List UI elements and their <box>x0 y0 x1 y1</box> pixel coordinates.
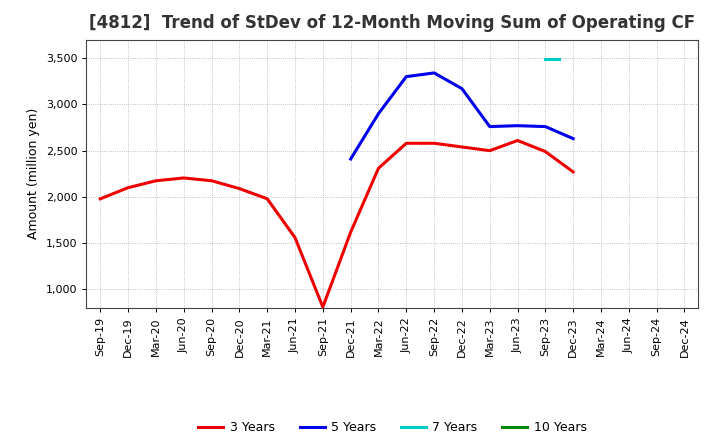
3 Years <box>569 169 577 175</box>
3 Years <box>152 178 161 183</box>
3 Years <box>346 230 355 235</box>
5 Years <box>513 123 522 128</box>
Title: [4812]  Trend of StDev of 12-Month Moving Sum of Operating CF: [4812] Trend of StDev of 12-Month Moving… <box>89 15 696 33</box>
3 Years <box>541 149 550 154</box>
3 Years <box>402 141 410 146</box>
3 Years <box>513 138 522 143</box>
3 Years <box>124 185 132 191</box>
3 Years <box>458 144 467 150</box>
7 Years <box>555 56 564 62</box>
3 Years <box>235 186 243 191</box>
3 Years <box>318 304 327 310</box>
3 Years <box>179 175 188 180</box>
Line: 5 Years: 5 Years <box>351 73 573 159</box>
5 Years <box>541 124 550 129</box>
3 Years <box>430 141 438 146</box>
5 Years <box>485 124 494 129</box>
5 Years <box>402 74 410 79</box>
3 Years <box>291 235 300 240</box>
7 Years <box>541 56 550 62</box>
5 Years <box>458 86 467 91</box>
Line: 3 Years: 3 Years <box>100 140 573 307</box>
3 Years <box>263 196 271 202</box>
Legend: 3 Years, 5 Years, 7 Years, 10 Years: 3 Years, 5 Years, 7 Years, 10 Years <box>193 416 592 439</box>
3 Years <box>374 165 383 171</box>
3 Years <box>96 196 104 202</box>
5 Years <box>374 111 383 116</box>
5 Years <box>430 70 438 76</box>
3 Years <box>207 178 216 183</box>
Y-axis label: Amount (million yen): Amount (million yen) <box>27 108 40 239</box>
3 Years <box>485 148 494 153</box>
5 Years <box>346 156 355 161</box>
5 Years <box>569 136 577 141</box>
